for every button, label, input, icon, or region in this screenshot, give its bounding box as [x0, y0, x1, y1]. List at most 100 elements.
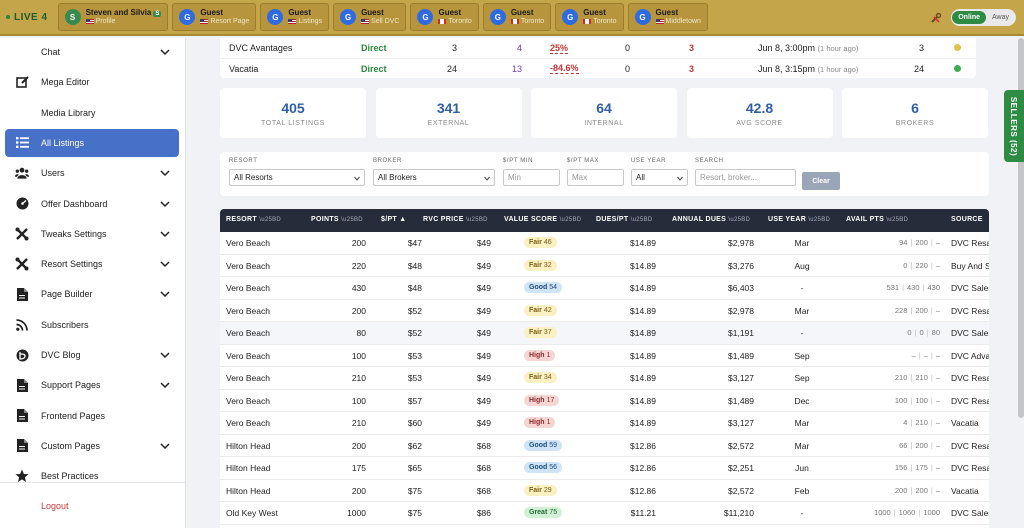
avatar: G	[267, 9, 284, 25]
page-scrollbar[interactable]	[1018, 38, 1024, 418]
cell-resort: Vero Beach	[226, 238, 270, 248]
status-toggle[interactable]: Online Away	[951, 9, 1016, 26]
visitor-session[interactable]: G Guest Sell DVC	[333, 3, 407, 31]
cell-dues-per-point: $14.89	[630, 305, 656, 316]
sidebar-item-frontend-pages[interactable]: Frontend Pages	[5, 402, 179, 430]
cell-source: DVC Sales	[951, 508, 989, 518]
min-price-input[interactable]: Min	[503, 169, 560, 186]
col-use-year[interactable]: USE YEAR \u25BD	[768, 216, 831, 223]
col-avail-pts[interactable]: AVAIL PTS \u25BD	[846, 216, 909, 223]
sidebar-item-offer-dashboard[interactable]: Offer Dashboard	[5, 190, 179, 218]
sidebar-item-subscribers[interactable]: Subscribers	[5, 311, 179, 339]
table-row[interactable]: Vero Beach 200 $47 $49 Fair 46 $14.89 $2,978 Mar…	[220, 232, 989, 255]
use-year-select[interactable]: All	[631, 169, 688, 186]
table-row[interactable]: Old Key West 1000 $75 $86 Great 75 $11.21 $11,2…	[220, 502, 989, 525]
table-row[interactable]: Vero Beach 100 $57 $49 High 17 $14.89 $1,489 Dec…	[220, 390, 989, 412]
chevron-down-icon[interactable]	[160, 199, 170, 209]
status-dot-icon	[954, 44, 961, 51]
col-points[interactable]: POINTS \u25BD	[311, 216, 363, 223]
sidebar-item-page-builder[interactable]: Page Builder	[5, 280, 179, 308]
chevron-down-icon[interactable]	[160, 229, 170, 239]
visitor-session[interactable]: G Guest Resort Page	[172, 3, 257, 31]
visitor-session[interactable]: G Guest Middletown	[627, 3, 708, 31]
broker-select[interactable]: All Brokers	[373, 169, 495, 186]
col-price-per-point[interactable]: $/PT ▲	[381, 216, 407, 223]
col-source[interactable]: SOURCE	[951, 216, 983, 223]
sidebar-item-chat[interactable]: Chat	[5, 38, 179, 66]
col-value-score[interactable]: VALUE SCORE \u25BD	[504, 216, 582, 223]
table-row[interactable]: Vero Beach 430 $48 $49 Good 54 $14.89 $6,403 - 53…	[220, 277, 989, 300]
max-price-input[interactable]: Max	[567, 169, 624, 186]
visitor-session[interactable]: S Steven and Silvia S Profile	[57, 3, 169, 31]
sidebar-item-best-practices[interactable]: Best Practices	[5, 462, 179, 490]
cell-annual-dues: $3,127	[728, 373, 754, 383]
cell-price-per-point: $52	[407, 305, 422, 316]
chevron-down-icon[interactable]	[160, 380, 170, 390]
broker-summary-card: DVC Avantages Direct 3 4 25% 0 3 Jun 8, 3:00pm …	[220, 38, 976, 78]
sidebar-item-mega-editor[interactable]: Mega Editor	[5, 68, 179, 96]
table-row[interactable]: Vero Beach 210 $53 $49 Fair 34 $14.89 $3,127 Sep…	[220, 367, 989, 390]
flag-ca-icon	[438, 18, 447, 24]
table-row[interactable]: Vero Beach 80 $52 $49 Fair 37 $14.89 $1,191 - 0 | 0…	[220, 322, 989, 345]
cell-rvc-price: $68	[476, 463, 491, 473]
session-name: Guest	[510, 8, 534, 18]
sidebar-item-all-listings[interactable]: All Listings	[5, 128, 179, 157]
chevron-down-icon[interactable]	[160, 47, 170, 57]
session-name: Guest	[288, 8, 311, 18]
clear-filters-button[interactable]: Clear	[802, 172, 840, 190]
score-badge: Fair 29	[524, 484, 557, 496]
avatar: G	[417, 9, 434, 25]
cell-value-score: Fair 46	[524, 236, 557, 248]
logout-link[interactable]: Logout	[41, 501, 69, 511]
sidebar-item-users[interactable]: Users	[5, 159, 179, 187]
col-annual-dues[interactable]: ANNUAL DUES \u25BD	[672, 216, 751, 223]
table-row[interactable]: Hilton Head 200 $62 $68 Good 59 $12.86 $2,572 Ma…	[220, 435, 989, 457]
sellers-tab[interactable]: SELLERS (52)	[1004, 90, 1024, 162]
sidebar-item-support-pages[interactable]: Support Pages	[5, 371, 179, 399]
chevron-down-icon[interactable]	[160, 441, 170, 451]
session-name: Guest	[655, 8, 679, 18]
sidebar-item-media-library[interactable]: Media Library	[5, 99, 179, 127]
visitor-session[interactable]: G Guest Toronto	[482, 3, 552, 31]
chevron-down-icon[interactable]	[160, 350, 170, 360]
status-away-option[interactable]: Away	[992, 14, 1009, 21]
table-row[interactable]: Hilton Head 200 $75 $68 Fair 29 $12.86 $2,572 Fe…	[220, 480, 989, 502]
cell-dues-per-point: $14.89	[630, 328, 656, 338]
tools-icon[interactable]	[929, 11, 943, 25]
visitor-session[interactable]: G Guest Listings	[260, 3, 330, 31]
avatar: G	[634, 9, 651, 25]
visitor-session[interactable]: G Guest Toronto	[555, 3, 624, 31]
score-badge: Fair 46	[524, 237, 557, 248]
cell-resort: Hilton Head	[226, 485, 271, 496]
sidebar-item-resort-settings[interactable]: Resort Settings	[5, 250, 179, 278]
live-indicator: LIVE 4	[6, 12, 48, 23]
search-input[interactable]: Resort, broker...	[695, 169, 796, 186]
cell-annual-dues: $1,489	[728, 350, 754, 361]
chevron-down-icon[interactable]	[160, 259, 170, 269]
status-online-option[interactable]: Online	[952, 11, 986, 24]
table-row[interactable]: Vero Beach 220 $48 $49 Fair 32 $14.89 $3,276 Aug…	[220, 255, 989, 277]
chevron-down-icon[interactable]	[160, 289, 170, 299]
table-row[interactable]: Vero Beach 210 $60 $49 High 1 $14.89 $3,127 Mar 4…	[220, 412, 989, 435]
table-row[interactable]: Hilton Head 175 $65 $68 Good 56 $12.86 $2,251 Ju…	[220, 457, 989, 480]
col-resort[interactable]: RESORT \u25BD	[226, 216, 282, 223]
broker-row: Vacatia Direct 24 13 -84.6% 0 3 Jun 8, 3:15pm (…	[220, 58, 976, 78]
col-dues-per-point[interactable]: DUES/PT \u25BD	[596, 216, 653, 223]
visitor-session[interactable]: G Guest Toronto	[410, 3, 479, 31]
table-row[interactable]: Vero Beach 200 $52 $49 Fair 42 $14.89 $2,978 Mar…	[220, 300, 989, 322]
sidebar-item-custom-pages[interactable]: Custom Pages	[5, 432, 179, 460]
sidebar-item-dvc-blog[interactable]: DVC Blog	[5, 341, 179, 369]
resort-select[interactable]: All Resorts	[229, 169, 365, 186]
col-rvc-price[interactable]: RVC PRICE \u25BD	[423, 216, 488, 223]
sidebar-item-tweaks-settings[interactable]: Tweaks Settings	[5, 220, 179, 248]
cell-price-per-point: $75	[407, 485, 422, 496]
chevron-down-icon[interactable]	[160, 168, 170, 178]
stat-card: 64 INTERNAL	[531, 88, 677, 138]
cell-dues-per-point: $14.89	[630, 395, 656, 406]
cell-points: 80	[356, 328, 366, 338]
cell-dues-per-point: $14.89	[630, 373, 656, 383]
table-row[interactable]: Vero Beach 100 $53 $49 High 1 $14.89 $1,489 Sep –…	[220, 345, 989, 367]
cell-resort: Hilton Head	[226, 440, 271, 451]
cell-value-score: Great 75	[524, 506, 563, 518]
sidebar-item-label: DVC Blog	[41, 350, 81, 360]
